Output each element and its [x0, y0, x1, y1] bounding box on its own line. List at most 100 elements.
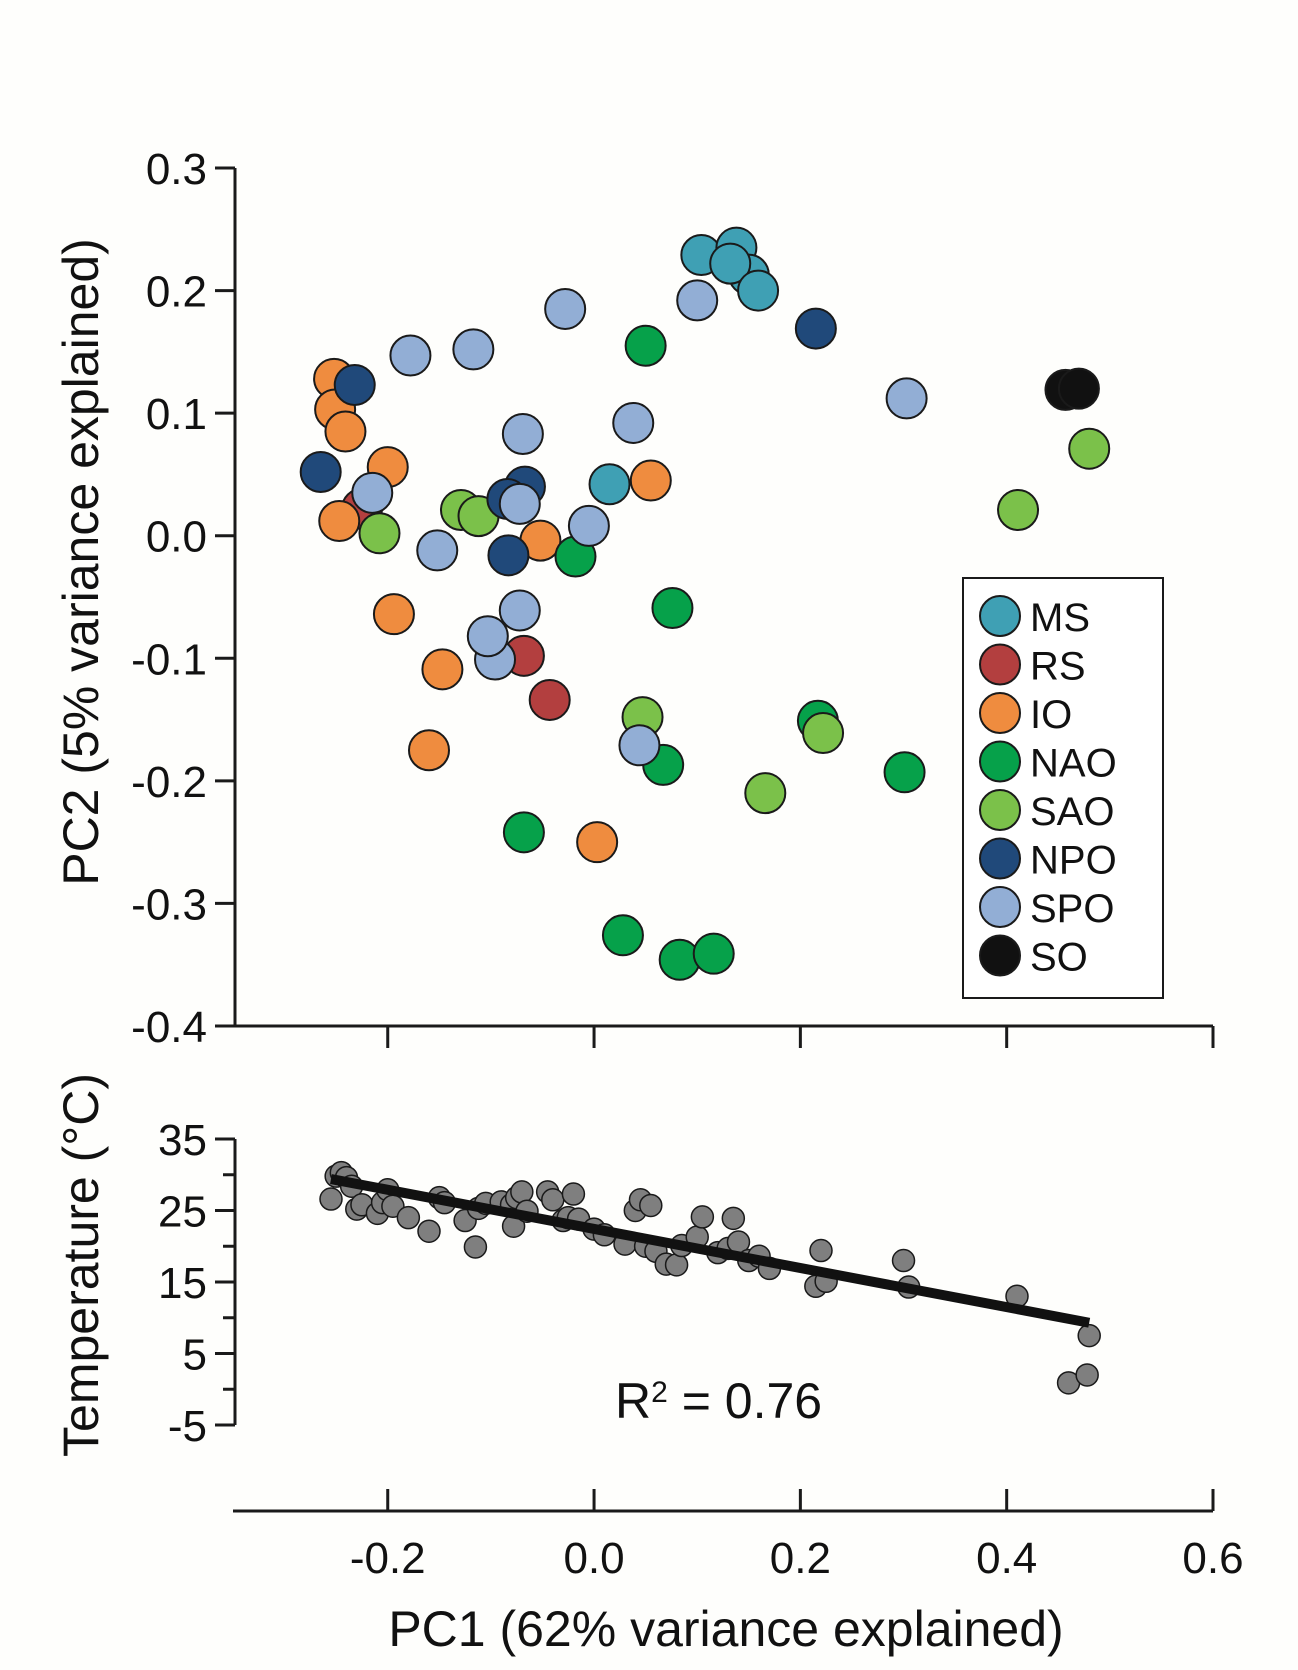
temperature-point	[417, 1219, 441, 1243]
point-npo	[333, 363, 376, 406]
temperature-axes: 35 25 15 5 -5 -0.2 0.0 0.2 0.4 0.6	[158, 1116, 1244, 1583]
point-npo	[299, 450, 342, 493]
y-tick-label: 0.3	[146, 145, 207, 194]
pc-scatter-points	[299, 226, 1111, 981]
legend-label-sao: SAO	[1030, 790, 1114, 834]
legend-label-nao: NAO	[1030, 742, 1117, 786]
point-sao	[802, 712, 845, 755]
point-ms	[737, 269, 780, 312]
temperature-point	[396, 1205, 421, 1230]
x-tick-label: 0.4	[976, 1534, 1037, 1583]
temperature-point	[510, 1180, 534, 1204]
temperature-point	[1075, 1363, 1099, 1387]
legend-label-io: IO	[1030, 693, 1072, 737]
regression-line	[330, 1174, 1091, 1328]
point-nao	[651, 587, 694, 630]
point-nao	[601, 914, 644, 957]
point-io	[576, 821, 619, 864]
point-io	[318, 500, 361, 543]
point-nao	[692, 932, 735, 975]
point-spo	[498, 482, 541, 525]
y-tick-label: 35	[158, 1116, 207, 1165]
point-io	[372, 593, 415, 636]
point-sao	[744, 772, 787, 815]
r-squared-exponent: 2	[651, 1376, 668, 1409]
y-tick-label: 25	[158, 1188, 207, 1237]
legend-swatch-npo	[979, 837, 1021, 880]
legend-swatch-ms	[979, 595, 1021, 637]
point-spo	[466, 615, 509, 658]
legend-label-so: SO	[1030, 936, 1088, 980]
x-tick-label: 0.6	[1182, 1534, 1243, 1583]
y-tick-label: -0.4	[131, 1003, 207, 1052]
point-spo	[501, 412, 544, 455]
legend-label-rs: RS	[1030, 645, 1086, 689]
y-tick-label: 0.2	[146, 268, 207, 317]
temperature-scatter-panel: 35 25 15 5 -5 -0.2 0.0 0.2 0.4 0.6 Temperature (°…	[53, 1073, 1244, 1657]
r-squared-annotation: R2 = 0.76	[615, 1373, 822, 1429]
legend-label-ms: MS	[1030, 596, 1090, 640]
point-io	[408, 729, 450, 772]
y-axis-title-temperature: Temperature (°C)	[53, 1073, 109, 1457]
legend-swatch-io	[979, 692, 1021, 734]
point-io	[629, 459, 672, 502]
r-squared-value: = 0.76	[668, 1373, 822, 1429]
point-spo	[389, 334, 432, 377]
point-ms	[709, 242, 752, 285]
legend-label-spo: SPO	[1030, 887, 1114, 931]
point-sao	[358, 512, 401, 555]
temperature-point	[463, 1235, 488, 1259]
x-axis-title-pc1: PC1 (62% variance explained)	[388, 1601, 1063, 1657]
point-spo	[416, 529, 459, 572]
point-spo	[351, 471, 394, 514]
pc-scatter-axes: 0.3 0.2 0.1 0.0 -0.1 -0.2 -0.3 -0.4	[131, 145, 1215, 1052]
temperature-point	[721, 1206, 746, 1231]
point-spo	[618, 724, 661, 767]
point-rs	[528, 678, 571, 721]
legend-swatch-spo	[979, 886, 1021, 928]
temperature-point	[561, 1182, 586, 1206]
temperature-point	[664, 1253, 689, 1277]
y-tick-label: -0.2	[131, 758, 207, 807]
x-tick-label: -0.2	[350, 1534, 426, 1583]
x-tick-label: 0.0	[563, 1534, 624, 1583]
temperature-point	[541, 1188, 565, 1212]
point-spo	[885, 377, 928, 420]
y-tick-label: 5	[183, 1331, 207, 1380]
point-spo	[567, 504, 610, 547]
temperature-point	[891, 1248, 916, 1273]
r-squared-letter: R	[615, 1373, 651, 1429]
y-tick-label: -0.3	[131, 880, 207, 929]
point-sao	[997, 488, 1040, 531]
y-tick-label: 0.0	[146, 513, 207, 562]
point-io	[324, 410, 367, 453]
temperature-point	[1077, 1323, 1101, 1348]
x-tick-label: 0.2	[770, 1534, 831, 1583]
temperature-point	[319, 1187, 343, 1211]
legend-swatch-so	[979, 934, 1021, 977]
point-io	[421, 648, 464, 691]
point-spo	[452, 328, 495, 371]
legend-label-npo: NPO	[1030, 839, 1117, 883]
temperature-point	[690, 1205, 715, 1229]
legend-swatch-nao	[979, 740, 1021, 783]
y-tick-label: 15	[158, 1259, 207, 1308]
temperature-point	[809, 1238, 833, 1263]
point-spo	[544, 287, 587, 330]
point-ms	[588, 463, 631, 506]
point-spo	[676, 279, 719, 322]
point-spo	[612, 401, 655, 444]
point-nao	[883, 751, 926, 794]
legend-swatch-rs	[979, 643, 1021, 686]
point-nao	[502, 811, 545, 854]
pc-scatter-panel: 0.3 0.2 0.1 0.0 -0.1 -0.2 -0.3 -0.4 PC2 (5% var…	[53, 145, 1215, 1052]
y-tick-label: 0.1	[146, 390, 207, 439]
point-so	[1057, 367, 1100, 410]
point-npo	[487, 534, 530, 577]
legend-swatch-sao	[979, 789, 1021, 831]
point-spo	[498, 589, 541, 632]
y-tick-label: -5	[168, 1402, 207, 1451]
y-tick-label: -0.1	[131, 635, 207, 684]
